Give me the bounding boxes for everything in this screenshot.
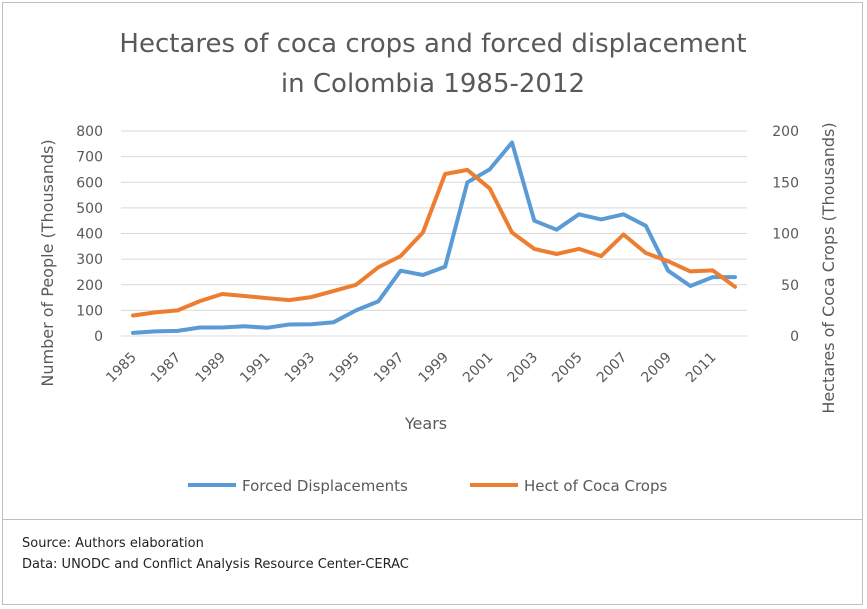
right-tick-label: 200 [772, 124, 799, 140]
chart-title-line-2: in Colombia 1985-2012 [281, 69, 585, 99]
right-tick-label: 100 [772, 227, 799, 243]
left-tick-label: 500 [76, 201, 103, 217]
left-tick-label: 200 [76, 278, 103, 294]
x-tick-label: 1991 [237, 350, 274, 387]
data-note: Data: UNODC and Conflict Analysis Resour… [22, 557, 409, 572]
left-tick-label: 300 [76, 252, 103, 268]
x-tick-label: 2001 [460, 350, 497, 387]
footer-notes: Source: Authors elaboration Data: UNODC … [22, 533, 409, 575]
series-line-coca-crops [131, 167, 737, 318]
left-tick-label: 0 [94, 329, 103, 345]
x-tick-label: 2003 [505, 350, 542, 387]
right-tick-label: 50 [781, 278, 799, 294]
series-lines [131, 140, 737, 335]
left-axis-title: Number of People (Thousands) [38, 139, 57, 386]
legend-label-coca-crops: Hect of Coca Crops [524, 477, 667, 495]
x-tick-label: 1993 [282, 350, 319, 387]
gridlines [121, 130, 747, 337]
x-tick-label: 2007 [594, 350, 631, 387]
x-tick-label: 2005 [549, 350, 586, 387]
series-line-forced-displacements [131, 140, 737, 335]
right-axis-ticks: 0 50 100 150 200 [772, 124, 799, 345]
left-tick-label: 800 [76, 124, 103, 140]
left-tick-label: 700 [76, 150, 103, 166]
footer-divider [2, 519, 863, 520]
left-tick-label: 600 [76, 175, 103, 191]
right-tick-label: 150 [772, 175, 799, 191]
left-axis-ticks: 0 100 200 300 400 500 600 700 800 [76, 124, 103, 345]
chart: Hectares of coca crops and forced displa… [38, 29, 838, 495]
x-tick-label: 1989 [192, 350, 229, 387]
x-tick-label: 1997 [371, 350, 408, 387]
chart-title-line-1: Hectares of coca crops and forced displa… [119, 29, 746, 59]
legend: Forced Displacements Hect of Coca Crops [188, 477, 667, 495]
x-axis-ticks: 1985 1987 1989 1991 1993 1995 1997 1999 2001 2003… [103, 350, 719, 387]
x-tick-label: 1987 [148, 350, 185, 387]
right-tick-label: 0 [790, 329, 799, 345]
left-tick-label: 100 [76, 303, 103, 319]
right-axis-title: Hectares of Coca Crops (Thousands) [819, 122, 838, 413]
x-tick-label: 1985 [103, 350, 140, 387]
x-tick-label: 1999 [415, 350, 452, 387]
x-tick-label: 2009 [638, 350, 675, 387]
x-tick-label: 2011 [683, 350, 720, 387]
x-tick-label: 1995 [326, 350, 363, 387]
x-axis-title: Years [404, 414, 447, 433]
left-tick-label: 400 [76, 227, 103, 243]
legend-label-forced-displacements: Forced Displacements [242, 477, 408, 495]
source-note: Source: Authors elaboration [22, 536, 204, 551]
